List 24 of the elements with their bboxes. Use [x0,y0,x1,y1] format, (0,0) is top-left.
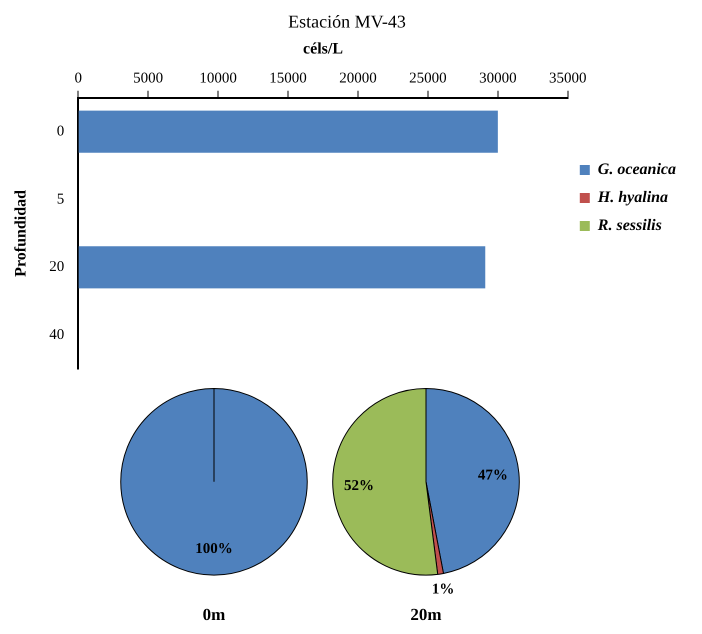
data-label: 1% [432,582,454,598]
text: 0m [202,605,226,624]
text: 20m [410,605,442,624]
data-label: 52% [344,478,374,494]
x-tick-label: 25000 [409,70,447,87]
data-label: 47% [478,467,508,484]
x-axis-title: céls/L [303,40,343,58]
y-tick-label: 0 [56,124,64,140]
chart-title: Estación MV-43 [288,12,406,32]
y-tick-label: 20 [49,259,64,276]
x-tick-label: 15000 [269,70,307,87]
y-axis-title: Profundidad [12,190,30,277]
x-tick-label: 5000 [133,70,164,87]
x-tick-label: 30000 [479,70,517,87]
data-label: 100% [195,540,233,557]
x-tick-label: 20000 [339,70,377,87]
x-tick-label: 35000 [549,70,587,87]
x-tick-label: 10000 [199,70,237,87]
legend-label: H. hyalina [596,189,668,206]
legend-label: G. oceanica [598,161,676,178]
x-tick-label: 0 [74,70,82,87]
legend-label: R. sessilis [596,217,662,234]
y-tick-label: 40 [49,327,64,344]
y-tick-label: 5 [56,191,64,208]
